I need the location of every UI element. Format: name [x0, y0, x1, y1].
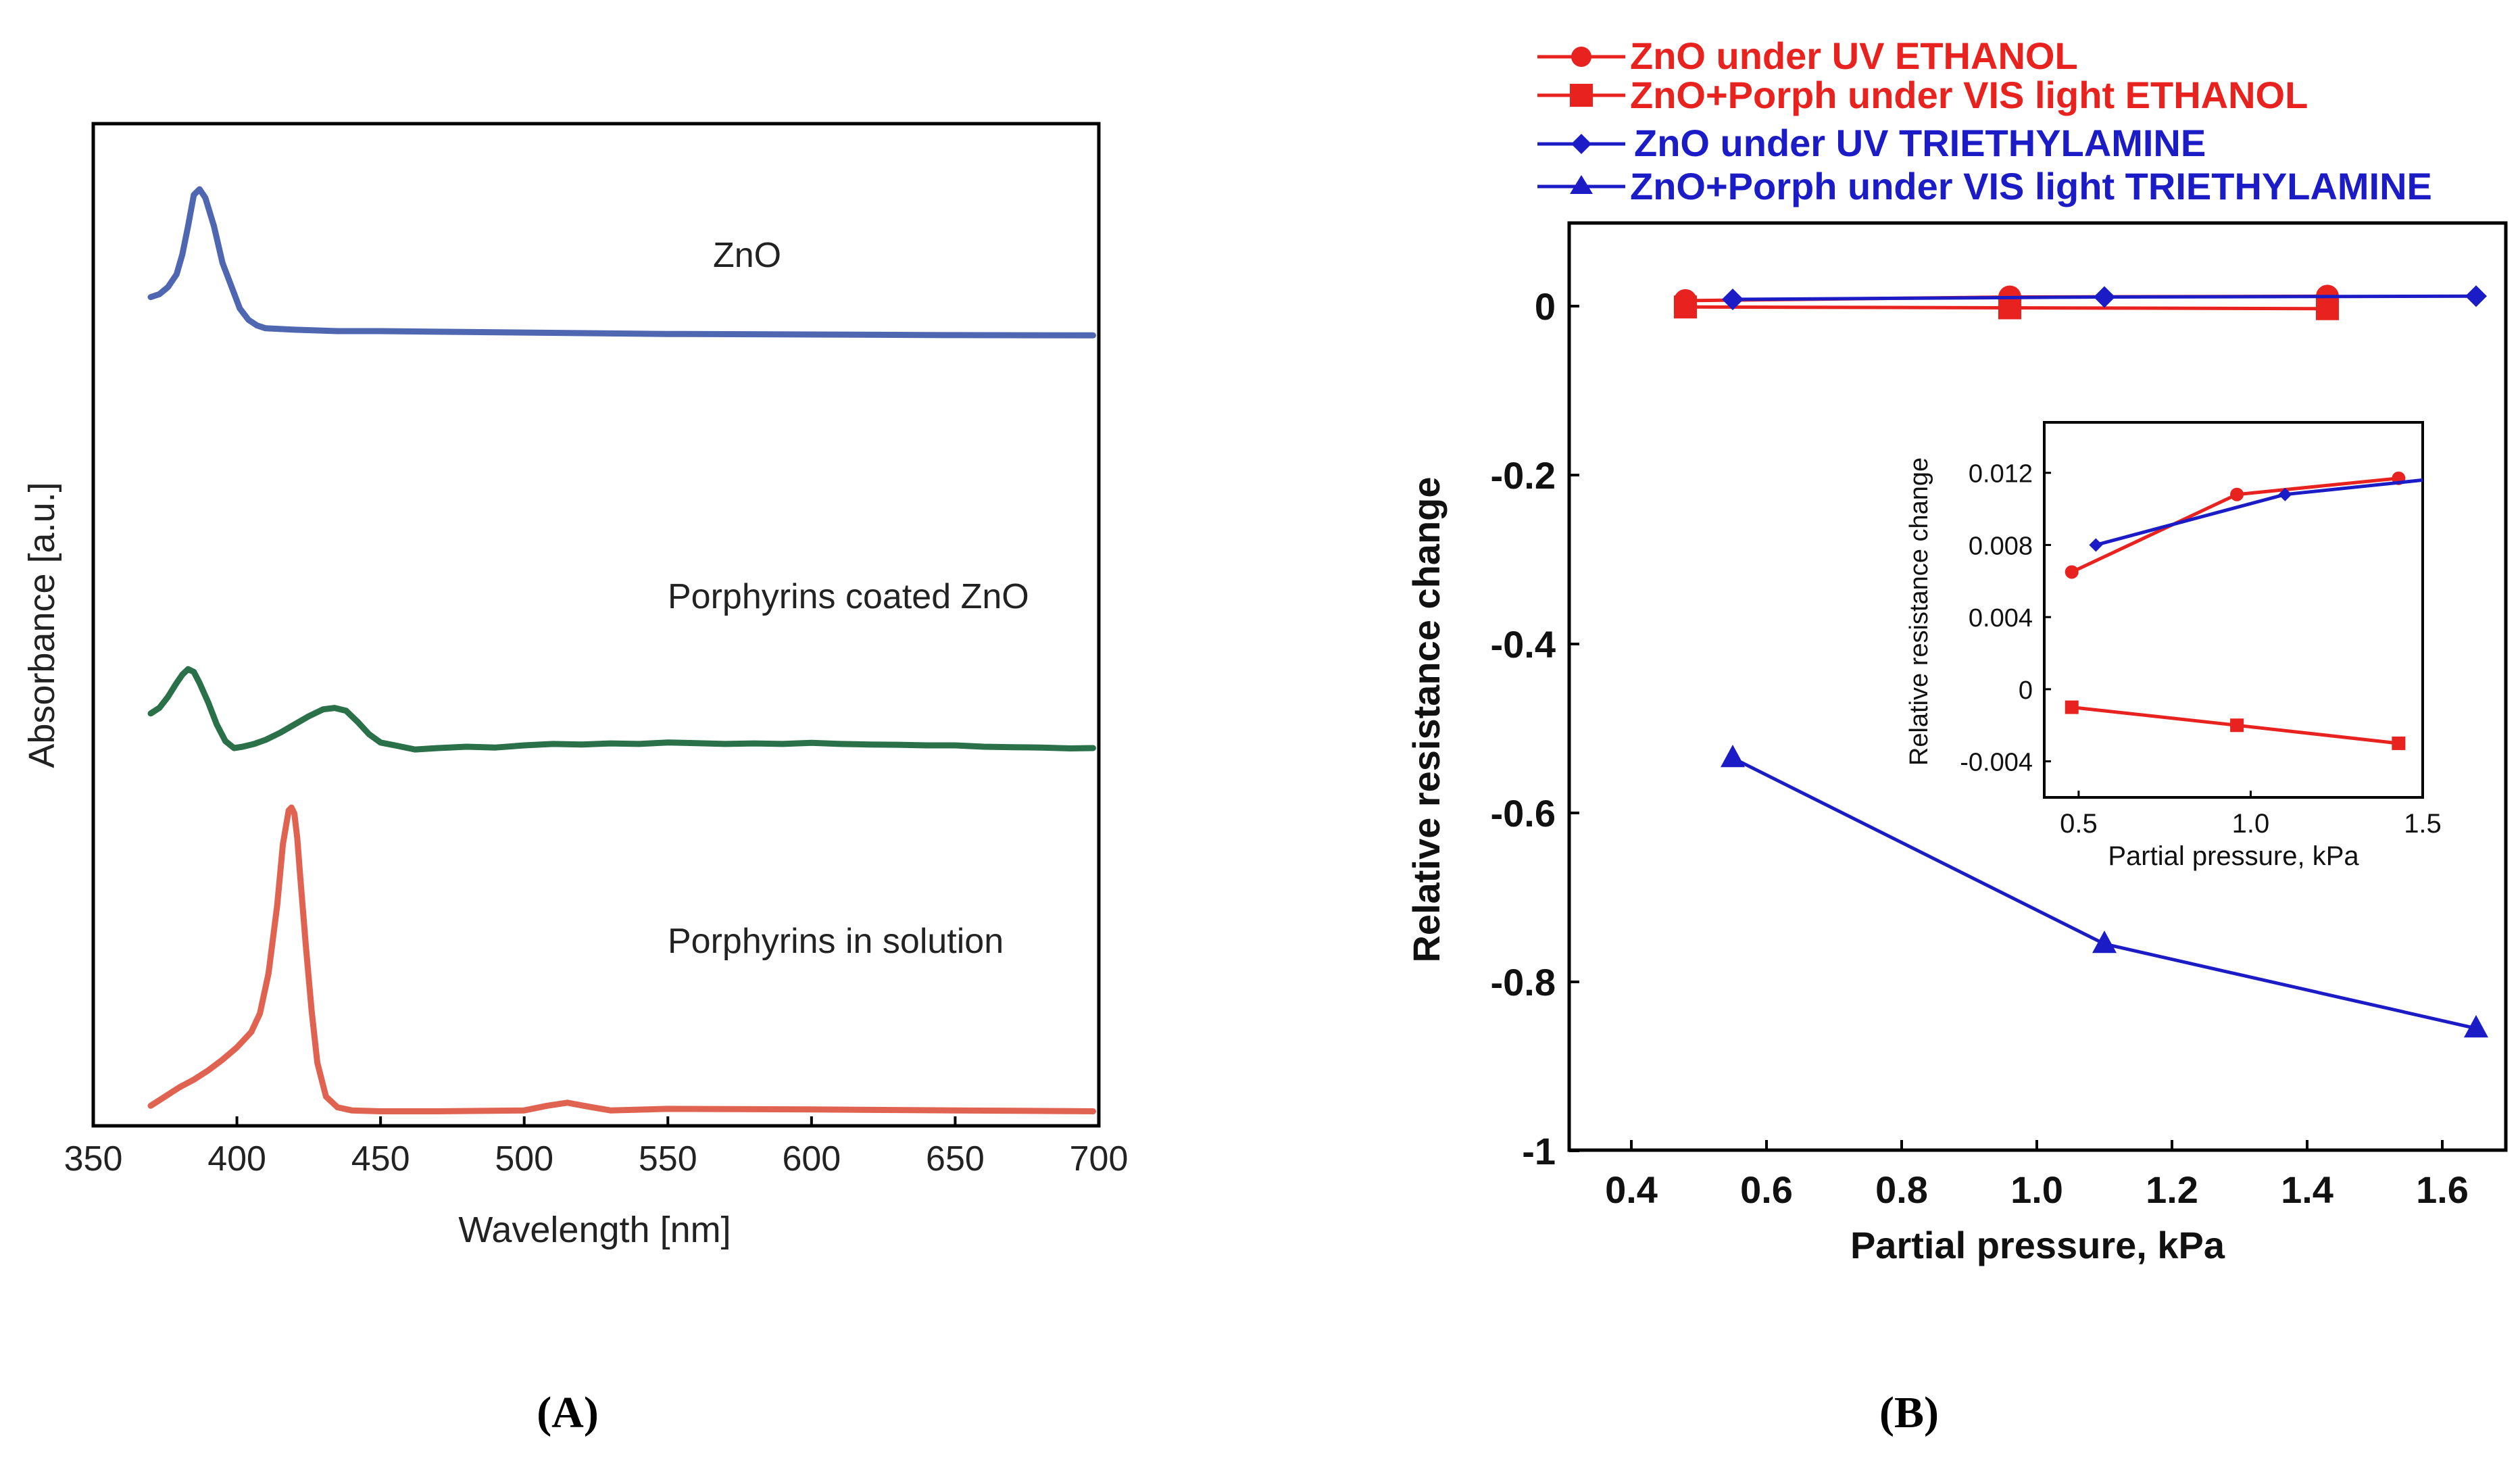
inset-data-point-zno-under-uv-ethanol — [2065, 565, 2079, 579]
x-tick-label: 1.2 — [2146, 1168, 2198, 1211]
series-label-porphyrins-coated-zno: Porphyrins coated ZnO — [668, 577, 1029, 616]
legend-label: ZnO+Porph under VIS light TRIETHYLAMINE — [1630, 165, 2432, 207]
x-tick-label: 700 — [1070, 1139, 1129, 1179]
panel-b-legend: ZnO under UV ETHANOL ZnO+Porph under VIS… — [1537, 34, 2432, 207]
y-tick-label: -0.8 — [1491, 961, 1556, 1004]
legend-entry-znoporph-vis-ethanol: ZnO+Porph under VIS light ETHANOL — [1537, 74, 2308, 116]
data-point-zno-porph-under-vis-light-triethylamine — [1721, 744, 1745, 768]
panel-b-inset: 0.5 1.0 1.5 0.012 0.008 0.004 0 -0.004 Partial … — [1905, 421, 2442, 871]
panel-b-x-axis-label: Partial pressure, kPa — [1850, 1224, 2225, 1266]
inset-y-tick-label: 0.004 — [1969, 604, 2033, 633]
legend-circle-marker — [1571, 47, 1591, 67]
series-line-porphyrins-coated-zno — [147, 666, 1096, 753]
y-tick-label: -1 — [1522, 1130, 1556, 1172]
data-point-zno-porph-under-vis-light-triethylamine — [2464, 1014, 2488, 1038]
inset-axis-ticks: 0.5 1.0 1.5 0.012 0.008 0.004 0 -0.004 — [1960, 460, 2442, 839]
inset-frame — [2043, 421, 2424, 799]
data-point-zno-porph-under-vis-light-ethanol — [2316, 297, 2339, 320]
inset-data-point-zno-under-uv-triethylamine — [2089, 538, 2103, 552]
panel-a-y-axis-label: Absorbance [a.u.] — [22, 482, 62, 768]
y-tick-label: -0.2 — [1491, 454, 1556, 497]
legend-square-marker — [1570, 84, 1593, 107]
panel-a-caption: (A) — [537, 1388, 599, 1437]
x-tick-label: 650 — [926, 1139, 985, 1179]
x-tick-label: 0.4 — [1605, 1168, 1658, 1211]
panel-a: 350 400 450 500 550 600 650 700 ZnO Porphyrins … — [22, 122, 1129, 1437]
panel-b-axis-ticks: 0.4 0.6 0.8 1.0 1.2 1.4 1.6 0 -0.2 -0.4 -0.6 -0.8 -1 — [1491, 285, 2469, 1211]
x-tick-label: 0.6 — [1740, 1168, 1793, 1211]
inset-y-axis-label: Relative resistance change — [1905, 457, 1933, 766]
inset-x-tick-label: 1.0 — [2232, 809, 2270, 839]
inset-data-point-zno-under-uv-triethylamine — [2278, 487, 2292, 501]
series-line-porphyrins-in-solution — [147, 804, 1096, 1114]
x-tick-label: 450 — [351, 1139, 410, 1179]
panel-a-x-ticks: 350 400 450 500 550 600 650 700 — [64, 1116, 1129, 1179]
legend-label: ZnO+Porph under VIS light ETHANOL — [1630, 74, 2308, 116]
inset-y-tick-label: 0 — [2019, 676, 2033, 705]
series-label-porphyrins-in-solution: Porphyrins in solution — [668, 922, 1004, 961]
y-tick-label: -0.4 — [1491, 623, 1556, 666]
data-point-zno-porph-under-vis-light-triethylamine — [2092, 930, 2117, 954]
x-tick-label: 600 — [782, 1139, 841, 1179]
data-point-zno-under-uv-triethylamine — [2094, 286, 2115, 308]
inset-data-point-zno-under-uv-ethanol — [2230, 487, 2244, 501]
inset-y-tick-label: -0.004 — [1960, 749, 2033, 777]
inset-x-tick-label: 1.5 — [2404, 809, 2442, 839]
y-tick-label: -0.6 — [1491, 792, 1556, 835]
legend-entry-zno-uv-ethanol: ZnO under UV ETHANOL — [1537, 34, 2078, 77]
data-point-zno-under-uv-triethylamine — [2465, 285, 2487, 307]
x-tick-label: 0.8 — [1875, 1168, 1928, 1211]
series-label-zno: ZnO — [713, 236, 781, 275]
x-tick-label: 550 — [639, 1139, 697, 1179]
panel-b-y-axis-label: Relative resistance change — [1405, 476, 1448, 962]
data-point-zno-porph-under-vis-light-ethanol — [1674, 295, 1697, 319]
inset-y-tick-label: 0.012 — [1969, 460, 2033, 489]
inset-y-tick-label: 0.008 — [1969, 532, 2033, 560]
x-tick-label: 400 — [207, 1139, 266, 1179]
inset-x-axis-label: Partial pressure, kPa — [2108, 841, 2359, 871]
inset-data-point-zno-porph-under-vis-light-ethanol — [2065, 700, 2079, 714]
panel-b-caption: (B) — [1879, 1388, 1939, 1437]
panel-b-series — [1674, 284, 2488, 1038]
legend-triangle-marker — [1570, 175, 1593, 194]
x-tick-label: 1.4 — [2281, 1168, 2333, 1211]
legend-entry-znoporph-vis-triethylamine: ZnO+Porph under VIS light TRIETHYLAMINE — [1537, 165, 2432, 207]
x-tick-label: 350 — [64, 1139, 123, 1179]
panel-b: 0.4 0.6 0.8 1.0 1.2 1.4 1.6 0 -0.2 -0.4 -0.6 -0.8 -1… — [1405, 34, 2508, 1437]
inset-data-point-zno-porph-under-vis-light-ethanol — [2392, 736, 2406, 750]
x-tick-label: 1.6 — [2416, 1168, 2469, 1211]
data-point-zno-under-uv-triethylamine — [1722, 289, 1744, 310]
legend-label: ZnO under UV ETHANOL — [1630, 34, 2078, 77]
x-tick-label: 500 — [495, 1139, 553, 1179]
x-tick-label: 1.0 — [2010, 1168, 2063, 1211]
legend-entry-zno-uv-triethylamine: ZnO under UV TRIETHYLAMINE — [1537, 122, 2206, 164]
inset-series — [2065, 471, 2423, 750]
data-point-zno-porph-under-vis-light-ethanol — [1998, 296, 2021, 320]
legend-label: ZnO under UV TRIETHYLAMINE — [1634, 122, 2206, 164]
panel-a-series — [147, 186, 1096, 1114]
legend-diamond-marker — [1571, 134, 1591, 154]
y-tick-label: 0 — [1535, 285, 1556, 328]
panel-a-frame — [91, 122, 1101, 1128]
panel-a-x-axis-label: Wavelength [nm] — [458, 1210, 731, 1250]
inset-x-tick-label: 0.5 — [2060, 809, 2098, 839]
inset-data-point-zno-porph-under-vis-light-ethanol — [2230, 718, 2244, 733]
series-line-zno — [147, 186, 1096, 339]
